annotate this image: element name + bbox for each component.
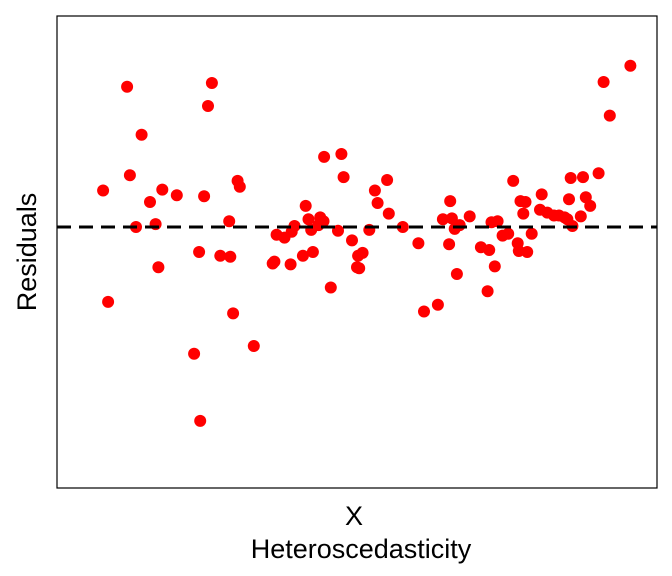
data-point xyxy=(205,77,218,89)
data-point xyxy=(445,212,458,225)
data-point xyxy=(368,184,381,197)
data-point xyxy=(624,59,637,72)
data-point xyxy=(247,340,260,352)
data-point xyxy=(517,207,530,220)
data-point xyxy=(202,100,214,112)
data-point xyxy=(418,305,430,318)
data-point xyxy=(227,307,240,320)
data-point xyxy=(592,167,605,180)
data-point xyxy=(443,238,456,251)
data-point xyxy=(188,347,201,360)
data-point xyxy=(453,219,466,232)
data-point xyxy=(450,268,463,280)
data-point xyxy=(198,190,211,203)
data-point xyxy=(233,180,246,193)
data-point xyxy=(337,171,350,184)
data-point xyxy=(491,215,504,228)
data-point xyxy=(381,174,394,186)
data-point xyxy=(224,250,237,263)
data-point xyxy=(584,199,597,212)
data-point xyxy=(431,298,444,311)
data-point xyxy=(152,261,165,274)
chart-caption: Heteroscedasticity xyxy=(251,534,472,564)
plot-frame xyxy=(56,15,658,489)
data-point xyxy=(396,221,409,233)
data-point xyxy=(577,171,589,184)
data-point xyxy=(444,195,457,208)
data-point xyxy=(481,285,494,298)
data-point xyxy=(288,220,301,232)
data-point xyxy=(564,172,577,184)
data-point xyxy=(97,184,110,197)
data-point xyxy=(488,260,501,273)
data-point xyxy=(144,196,156,208)
data-point xyxy=(102,295,115,308)
data-point xyxy=(302,213,315,226)
data-point xyxy=(214,249,227,262)
data-point xyxy=(335,148,348,160)
data-point xyxy=(463,210,476,223)
data-point xyxy=(346,234,358,247)
data-point xyxy=(306,246,319,258)
data-point xyxy=(507,174,520,187)
data-point xyxy=(317,215,330,228)
data-point xyxy=(135,128,148,141)
data-point xyxy=(603,109,616,122)
data-point xyxy=(121,80,134,93)
data-point xyxy=(156,183,169,196)
data-point xyxy=(382,207,395,220)
x-axis-label: X xyxy=(345,501,363,531)
data-points xyxy=(97,59,637,427)
data-point xyxy=(597,76,610,88)
data-point xyxy=(574,210,587,223)
data-point xyxy=(223,215,236,228)
data-point xyxy=(318,150,331,163)
data-point xyxy=(299,199,312,212)
data-point xyxy=(170,189,183,202)
data-point xyxy=(519,196,532,208)
data-point xyxy=(353,262,366,275)
data-point xyxy=(436,213,449,226)
data-point xyxy=(535,188,548,201)
data-point xyxy=(324,281,337,294)
data-point xyxy=(296,249,309,262)
data-point xyxy=(563,193,575,206)
data-point xyxy=(483,244,496,256)
data-point xyxy=(193,246,206,258)
data-point xyxy=(521,246,534,258)
data-point xyxy=(412,237,425,250)
data-point xyxy=(194,414,207,427)
data-point xyxy=(502,227,515,240)
data-point xyxy=(268,255,281,268)
y-axis-label: Residuals xyxy=(12,193,42,312)
data-point xyxy=(525,227,538,240)
data-point xyxy=(123,169,136,182)
data-point xyxy=(284,258,297,271)
data-point xyxy=(371,197,384,209)
data-point xyxy=(356,246,369,259)
